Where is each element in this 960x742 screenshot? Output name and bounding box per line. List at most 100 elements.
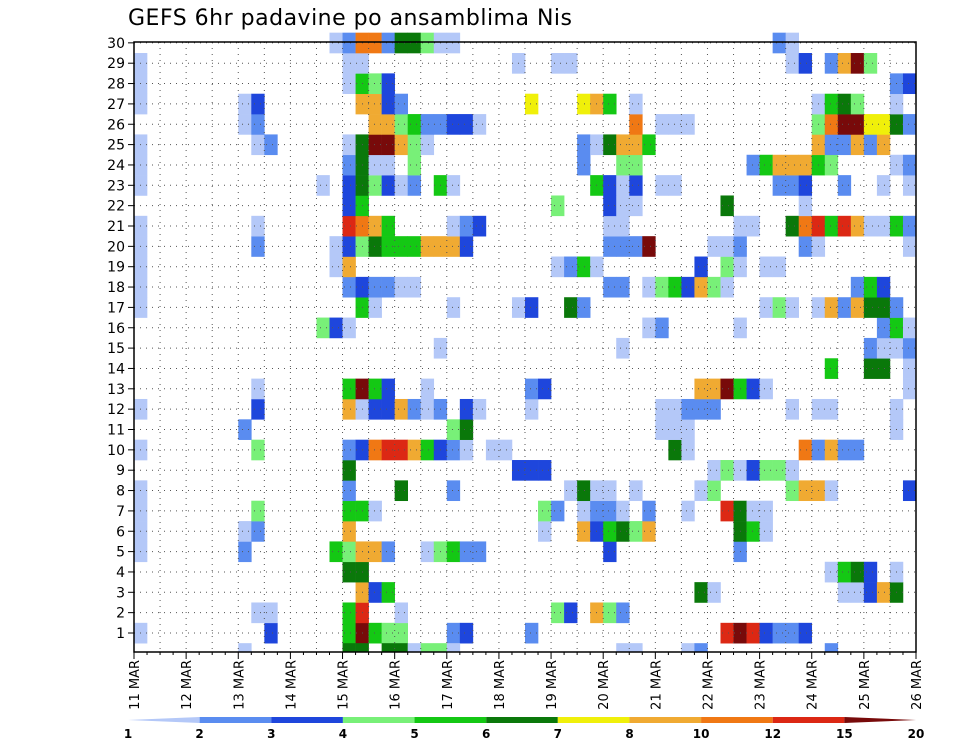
heatmap-cell: [837, 439, 852, 461]
colorbar-label: 2: [195, 727, 203, 741]
heatmap-cell: [798, 53, 813, 74]
x-tick-label: 25 MAR: [858, 660, 873, 710]
x-tick-label: 12 MAR: [180, 660, 195, 710]
x-tick-label: 22 MAR: [702, 660, 717, 710]
heatmap-cell: [368, 439, 382, 461]
x-tick-label: 16 MAR: [389, 660, 404, 710]
heatmap-cell: [902, 73, 917, 95]
heatmap-cell: [251, 134, 265, 156]
heatmap-cell: [642, 500, 656, 522]
heatmap-cell: [238, 93, 252, 115]
heatmap-cell: [368, 541, 382, 563]
y-tick-label: 11: [107, 423, 125, 439]
heatmap-cell: [902, 154, 917, 176]
heatmap-cell: [342, 460, 356, 481]
x-tick-label: 13 MAR: [232, 660, 247, 710]
heatmap-cell: [381, 236, 395, 257]
heatmap-cell: [655, 276, 669, 298]
heatmap-cell: [342, 317, 356, 339]
heatmap-cell: [837, 175, 852, 196]
y-tick-label: 6: [116, 524, 125, 540]
heatmap-cell: [407, 643, 422, 652]
heatmap-cell: [902, 114, 917, 135]
heatmap-cell: [394, 602, 408, 624]
heatmap-cell: [707, 378, 721, 400]
heatmap-cell: [759, 378, 773, 400]
heatmap-cell: [785, 32, 799, 54]
heatmap-cell: [837, 134, 852, 156]
heatmap-cell: [720, 256, 734, 278]
colorbar-swatch: [701, 717, 773, 723]
colorbar-swatch: [414, 717, 487, 723]
heatmap-cell: [342, 622, 356, 644]
heatmap-cell: [316, 175, 330, 196]
heatmap-cell: [902, 175, 917, 196]
heatmap-cell: [746, 521, 760, 542]
heatmap-cell: [720, 622, 734, 644]
heatmap-cell: [342, 256, 356, 278]
y-tick-label: 2: [116, 606, 125, 622]
heatmap-cell: [902, 337, 917, 359]
heatmap-cell: [459, 419, 474, 440]
heatmap-cell: [342, 480, 356, 502]
heatmap-cell: [446, 236, 461, 257]
heatmap-cell: [876, 215, 891, 237]
heatmap-cell: [876, 337, 891, 359]
heatmap-cell: [772, 622, 786, 644]
heatmap-cell: [616, 154, 630, 176]
heatmap-cell: [694, 378, 708, 400]
heatmap-cell: [342, 541, 356, 563]
heatmap-cell: [368, 500, 382, 522]
heatmap-cell: [746, 215, 760, 237]
heatmap-cell: [798, 622, 813, 644]
heatmap-cell: [446, 541, 461, 563]
heatmap-cell: [759, 297, 773, 318]
heatmap-cell: [446, 32, 461, 54]
heatmap-cell: [459, 236, 474, 257]
y-tick-label: 22: [107, 199, 125, 215]
heatmap-cell: [342, 236, 356, 257]
heatmap-cell: [446, 439, 461, 461]
heatmap-cell: [863, 561, 878, 583]
heatmap-cell: [564, 53, 578, 74]
heatmap-cell: [863, 134, 878, 156]
x-tick-label: 26 MAR: [910, 660, 925, 710]
heatmap-cell: [446, 297, 461, 318]
heatmap-cell: [525, 622, 539, 644]
heatmap-cell: [798, 195, 813, 217]
heatmap-cell: [772, 154, 786, 176]
heatmap-cell: [368, 236, 382, 257]
heatmap-cell: [407, 154, 422, 176]
heatmap-cell: [876, 582, 891, 603]
heatmap-cell: [342, 643, 356, 652]
x-tick-label: 24 MAR: [806, 660, 821, 710]
heatmap-cell: [837, 93, 852, 115]
heatmap-cell: [420, 236, 435, 257]
heatmap-cell: [251, 439, 265, 461]
heatmap-cell: [785, 622, 799, 644]
heatmap-cell: [863, 114, 878, 135]
heatmap-cell: [759, 622, 773, 644]
heatmap-cell: [824, 358, 839, 379]
colorbar-label: 5: [410, 727, 418, 741]
heatmap-cell: [668, 276, 682, 298]
heatmap-cell: [629, 114, 643, 135]
heatmap-cell: [251, 114, 265, 135]
heatmap-cell: [251, 602, 265, 624]
heatmap-cell: [525, 398, 539, 420]
heatmap-cell: [746, 460, 760, 481]
colorbar-label: 10: [693, 727, 710, 741]
heatmap-cell: [381, 398, 395, 420]
colorbar-label: 6: [482, 727, 490, 741]
heatmap-cell: [785, 460, 799, 481]
heatmap-cell: [798, 439, 813, 461]
heatmap-cell: [759, 460, 773, 481]
heatmap-cell: [368, 297, 382, 318]
y-tick-label: 12: [107, 402, 125, 418]
heatmap-cell: [525, 297, 539, 318]
heatmap-cell: [564, 256, 578, 278]
y-tick-label: 8: [116, 484, 125, 500]
heatmap-cell: [342, 500, 356, 522]
heatmap-cell: [668, 175, 682, 196]
